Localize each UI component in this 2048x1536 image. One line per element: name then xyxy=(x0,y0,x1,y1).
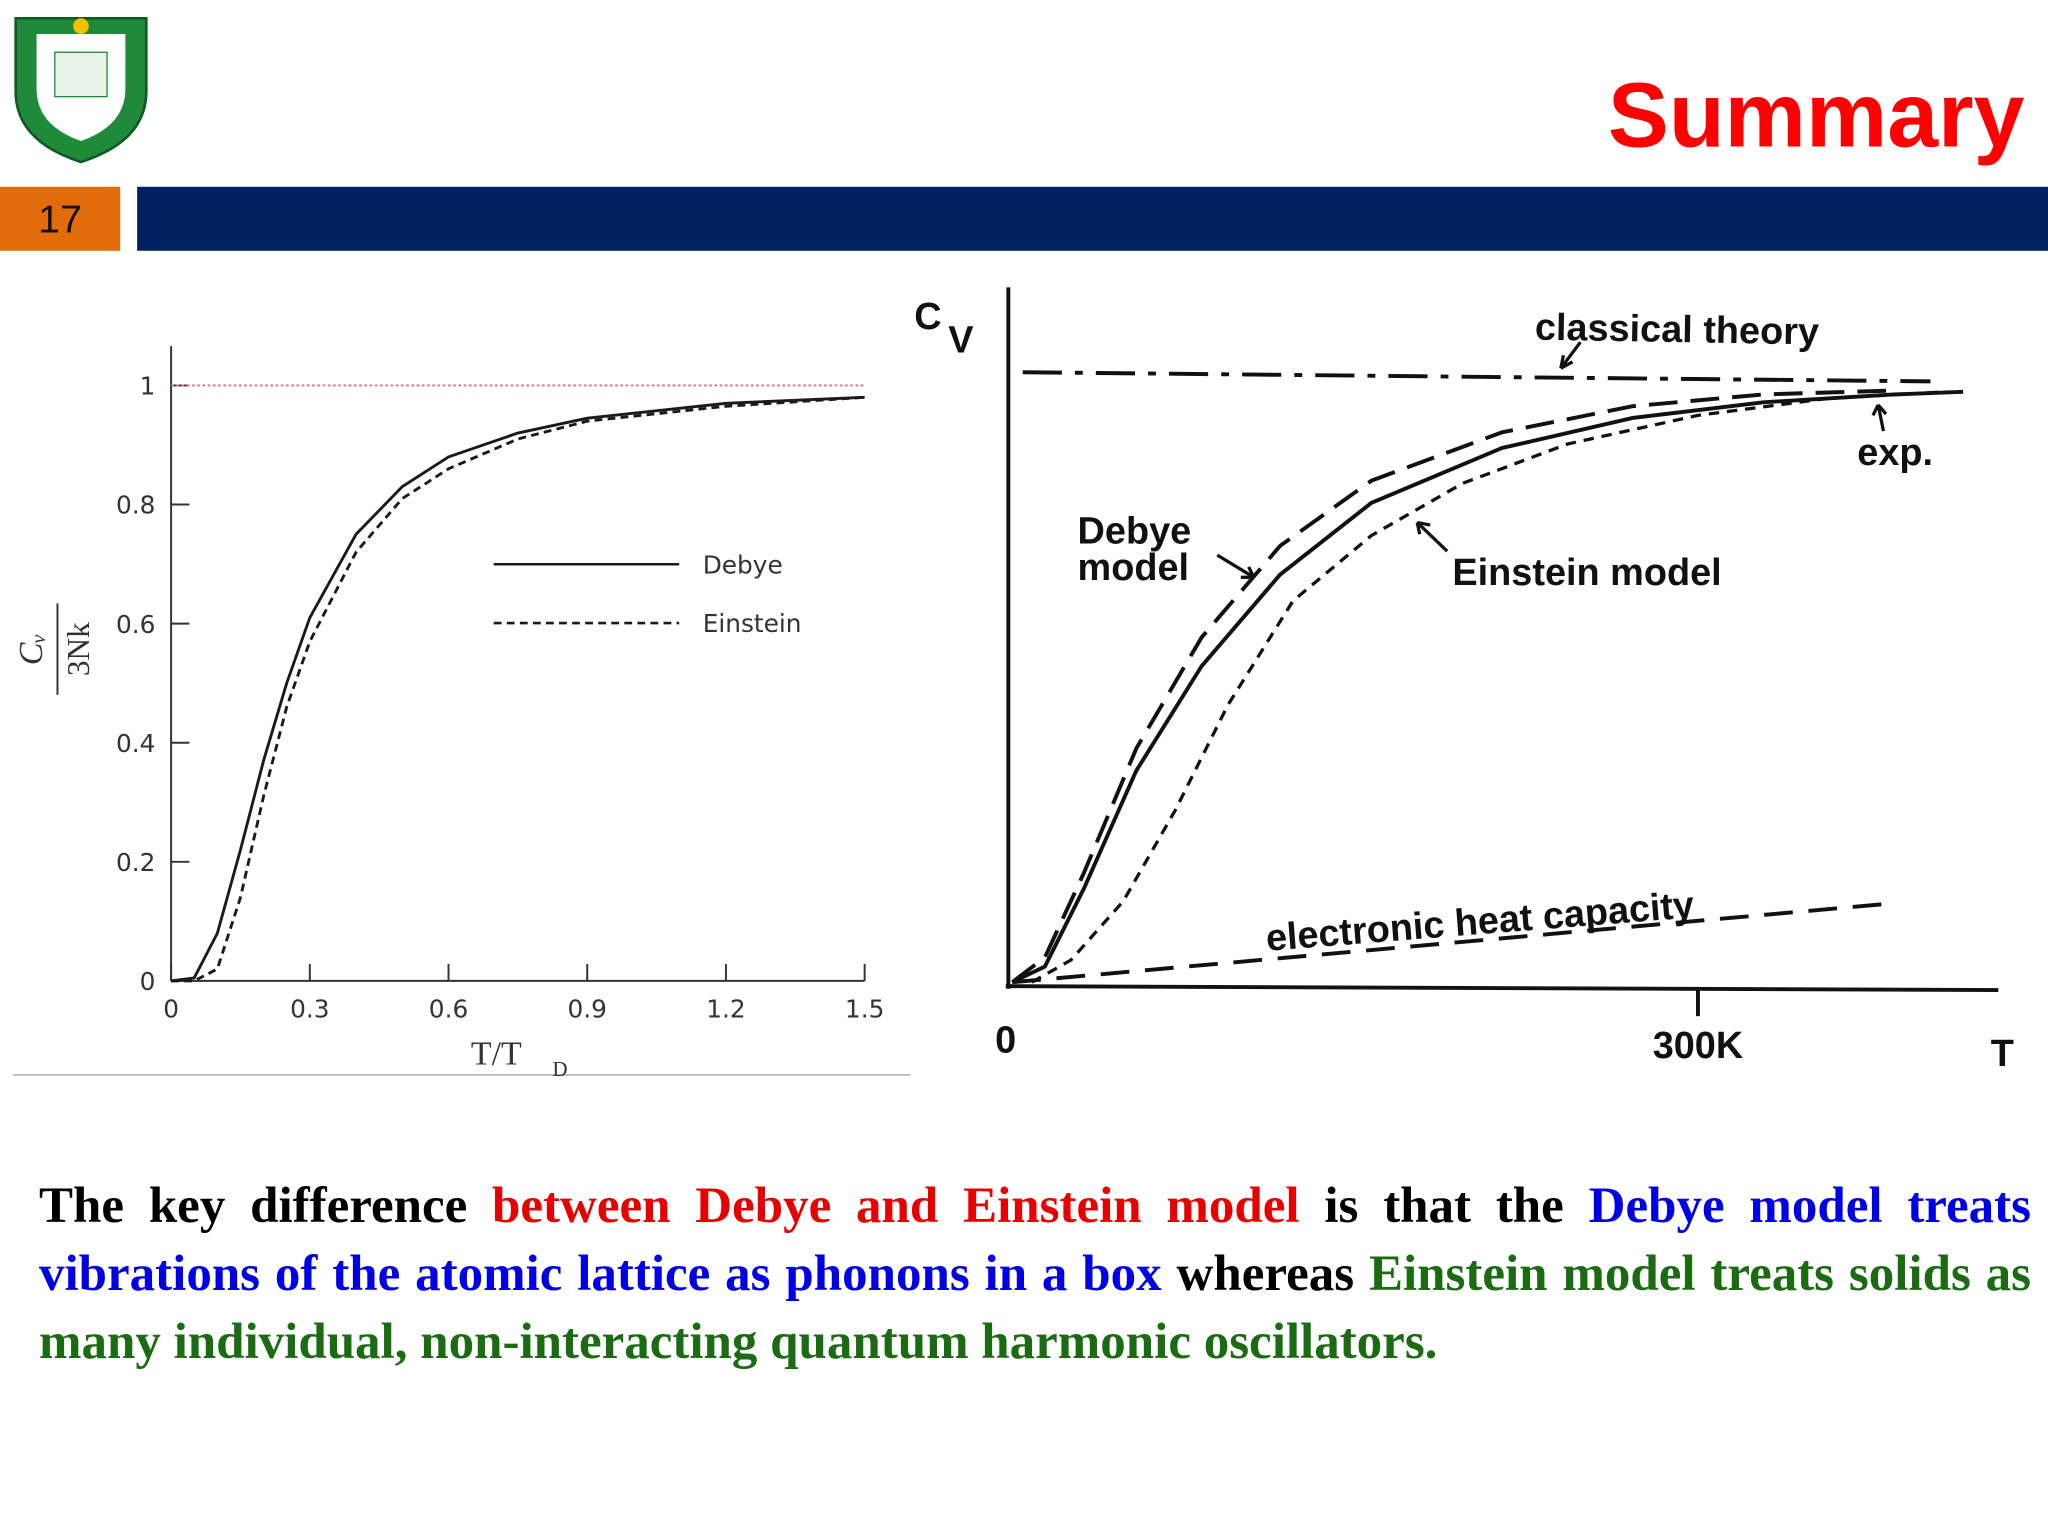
x-tick-label: 0.6 xyxy=(429,994,468,1023)
y-tick-label: 0.4 xyxy=(116,729,155,758)
x-tick-label: 1.2 xyxy=(706,994,745,1023)
annotation: exp. xyxy=(1857,432,1933,474)
einstein-curve xyxy=(1031,390,1947,984)
right-figure: C V 0 300K T classical theory exp. Debye… xyxy=(914,287,2014,1075)
x-label-sub: D xyxy=(552,1057,567,1081)
arrow xyxy=(1415,520,1449,553)
y-tick-label: 1 xyxy=(140,372,156,401)
text-run: Einstein model treats solids as many ind… xyxy=(39,1246,2031,1370)
y-label-numerator: Cᵥ xyxy=(13,633,50,665)
y-tick-label: 0.6 xyxy=(116,610,155,639)
logo xyxy=(14,16,148,164)
x-tick-label: 1.5 xyxy=(845,994,884,1023)
axis xyxy=(1005,984,1999,992)
x-tick-label: 0.9 xyxy=(568,994,607,1023)
arrow xyxy=(1216,553,1256,579)
x-tick-label: 0.3 xyxy=(290,994,329,1023)
x-label: T xyxy=(1991,1033,2014,1075)
electronic-curve xyxy=(1012,901,1888,985)
summary-paragraph: The key difference between Debye and Ein… xyxy=(39,1172,2031,1376)
exp-curve xyxy=(1011,389,1964,984)
legend-label: Einstein xyxy=(703,609,802,638)
slide-title: Summary xyxy=(1608,64,2025,166)
annotation: classical theory xyxy=(1535,307,1820,354)
annotation: model xyxy=(1078,547,1190,589)
x-label: T/T xyxy=(471,1035,522,1072)
arrow xyxy=(1559,341,1582,370)
y-label-denominator: 3Nk xyxy=(61,622,96,676)
text-run: whereas xyxy=(1161,1246,1369,1302)
page-number-box xyxy=(0,186,121,251)
classical-curve xyxy=(1022,370,1931,384)
y-tick-label: 0.8 xyxy=(116,491,155,520)
legend-label: Debye xyxy=(703,550,783,579)
header-bar xyxy=(137,186,2048,251)
x-tick-label: 0 xyxy=(163,994,179,1023)
annotation: Einstein model xyxy=(1452,552,1721,594)
text-run: between Debye and Einstein model xyxy=(492,1178,1300,1234)
text-run: The key difference xyxy=(39,1178,493,1234)
debye-curve xyxy=(1011,388,1894,984)
y-tick-label: 0.2 xyxy=(116,848,155,877)
annotation: Debye xyxy=(1078,510,1192,552)
text-run: is that the xyxy=(1299,1178,1589,1234)
series-line xyxy=(171,395,865,983)
left-chart: Cᵥ 3Nk T/T D 0 0.3 0.6 0.9 1.2 1.5 0 0.2 0.4 0.6 0… xyxy=(13,346,884,1081)
y-label-sub: V xyxy=(948,320,973,362)
x-label: 0 xyxy=(995,1020,1016,1062)
text-run: Debye model treats vibrations of the ato… xyxy=(39,1178,2031,1302)
y-tick-label: 0 xyxy=(140,967,156,996)
y-label: C xyxy=(914,296,941,338)
annotation: electronic heat capacity xyxy=(1264,884,1695,960)
series-line xyxy=(170,395,865,983)
x-label: 300K xyxy=(1653,1025,1744,1067)
arrow xyxy=(1871,403,1888,432)
page-number: 17 xyxy=(38,198,82,241)
